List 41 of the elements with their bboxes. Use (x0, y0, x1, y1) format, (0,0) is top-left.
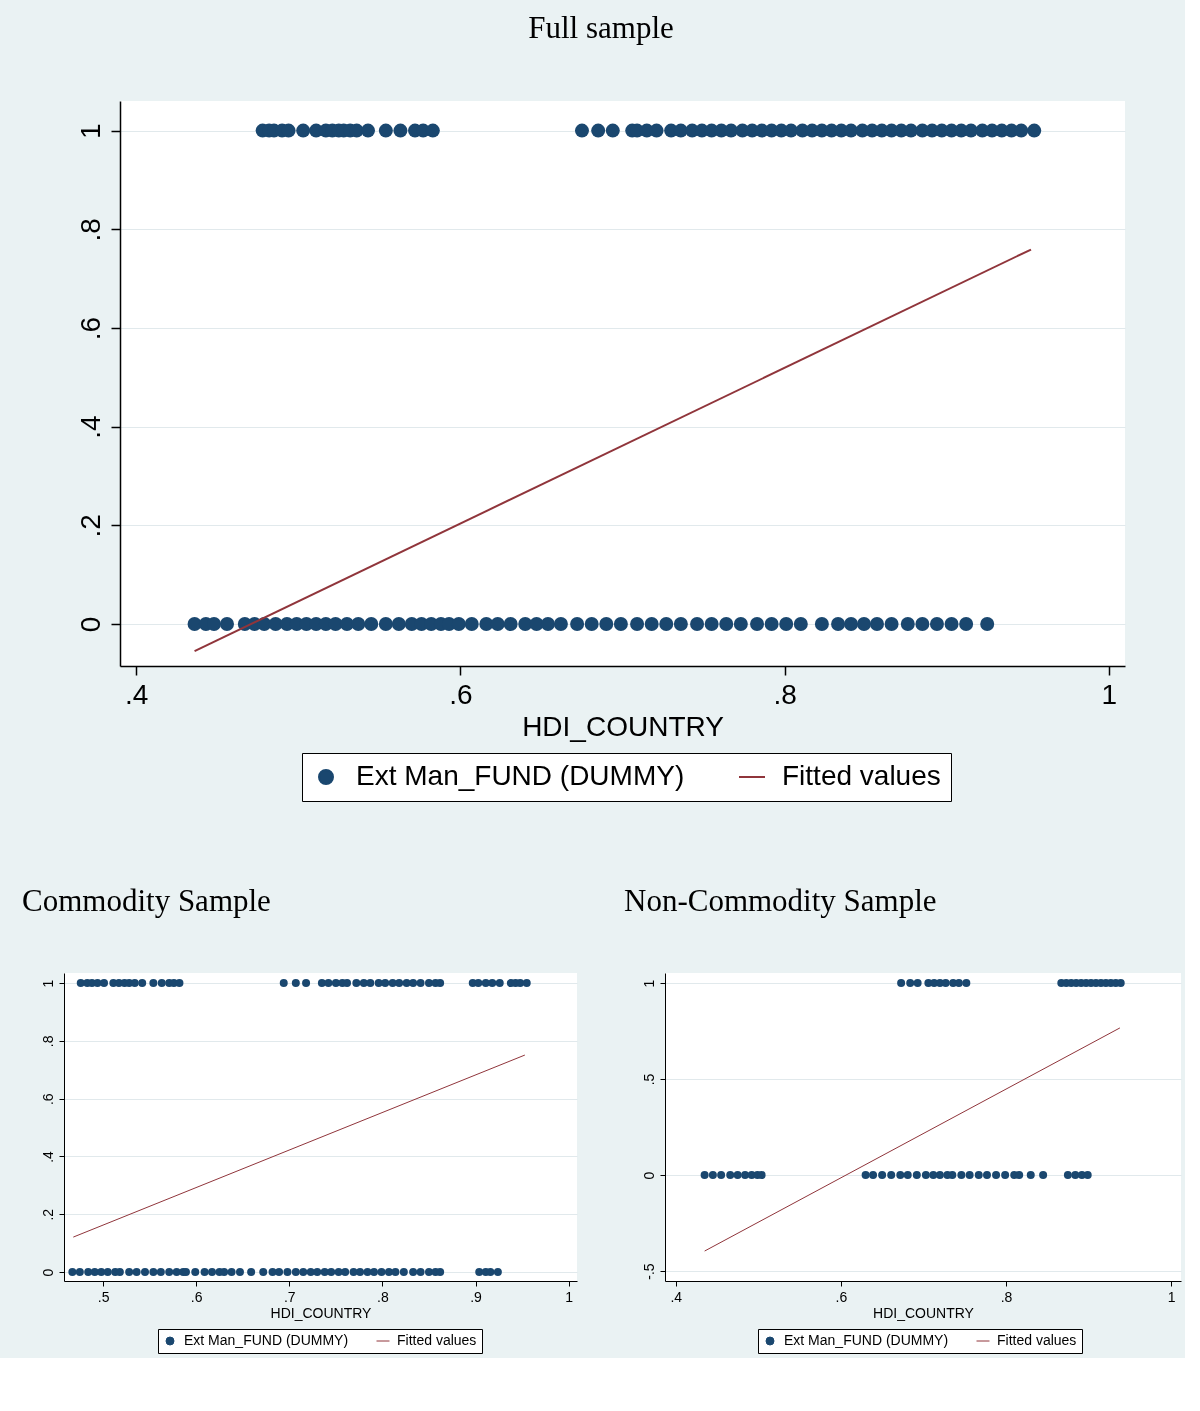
y-tick-label: .8 (74, 218, 106, 242)
y-tick-label: 0 (39, 1268, 56, 1277)
y-tick-label: -.5 (640, 1263, 657, 1280)
legend-label: Ext Man_FUND (DUMMY) (356, 760, 685, 791)
y-tick-label: .2 (74, 514, 106, 538)
x-axis-title: HDI_COUNTRY (873, 1304, 975, 1321)
x-axis-title: HDI_COUNTRY (270, 1304, 373, 1321)
x-axis-title: HDI_COUNTRY (522, 710, 725, 742)
x-tick-label: .9 (470, 1288, 483, 1305)
x-tick-label: 1 (1101, 678, 1118, 710)
x-tick-label: .8 (377, 1288, 389, 1305)
legend-label: Ext Man_FUND (DUMMY) (784, 1332, 949, 1348)
y-tick-label: .8 (39, 1035, 56, 1048)
x-tick-label: .8 (773, 678, 797, 710)
legend-label: Fitted values (782, 760, 941, 791)
y-tick-label: 0 (74, 616, 106, 633)
y-tick-label: .4 (74, 415, 106, 439)
y-tick-label: .2 (39, 1208, 56, 1221)
y-tick-label: 1 (39, 979, 56, 988)
y-tick-label: 1 (74, 123, 106, 139)
x-tick-label: 1 (1167, 1288, 1176, 1305)
x-tick-label: .4 (125, 678, 149, 710)
chart-title: Non-Commodity Sample (624, 883, 937, 918)
x-tick-label: .4 (670, 1288, 683, 1305)
x-tick-label: 1 (565, 1288, 574, 1305)
x-tick-label: .6 (190, 1288, 203, 1305)
y-tick-label: .4 (39, 1150, 56, 1163)
legend-label: Ext Man_FUND (DUMMY) (184, 1332, 349, 1348)
chart-title: Full sample (528, 10, 674, 45)
x-tick-label: .8 (1000, 1288, 1013, 1305)
y-tick-label: .6 (74, 316, 106, 341)
chart-title: Commodity Sample (22, 883, 271, 918)
y-tick-label: .6 (39, 1093, 56, 1106)
x-tick-label: .6 (835, 1288, 848, 1305)
legend-label: Fitted values (397, 1332, 477, 1348)
x-tick-label: .6 (449, 678, 473, 710)
y-tick-label: 0 (640, 1171, 657, 1180)
y-tick-label: .5 (640, 1073, 657, 1086)
x-tick-label: .7 (283, 1288, 296, 1305)
y-tick-label: 1 (640, 979, 657, 988)
legend-label: Fitted values (997, 1332, 1077, 1348)
